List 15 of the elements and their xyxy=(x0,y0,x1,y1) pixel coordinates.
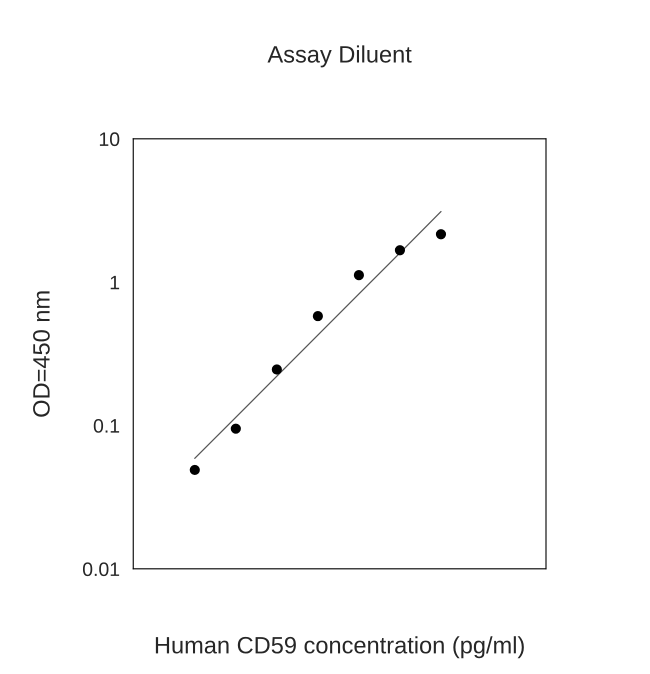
point xyxy=(354,270,364,280)
y-tick-label: 0.1 xyxy=(94,418,120,433)
point xyxy=(190,464,200,476)
x-axis-title: Human CD59 concentration (pg/ml) xyxy=(156,636,524,658)
point xyxy=(272,364,282,375)
point xyxy=(312,311,323,322)
point xyxy=(436,229,446,240)
chart-title: Assay Diluent xyxy=(268,45,412,68)
y-tick-label: 0.01 xyxy=(82,562,120,576)
y-tick-label: 1 xyxy=(110,276,120,290)
y-tick-label: 10 xyxy=(100,132,120,146)
point xyxy=(394,245,406,256)
y-axis-title: OD=450 nm xyxy=(33,291,50,417)
line-series xyxy=(194,210,442,459)
point xyxy=(230,424,241,434)
